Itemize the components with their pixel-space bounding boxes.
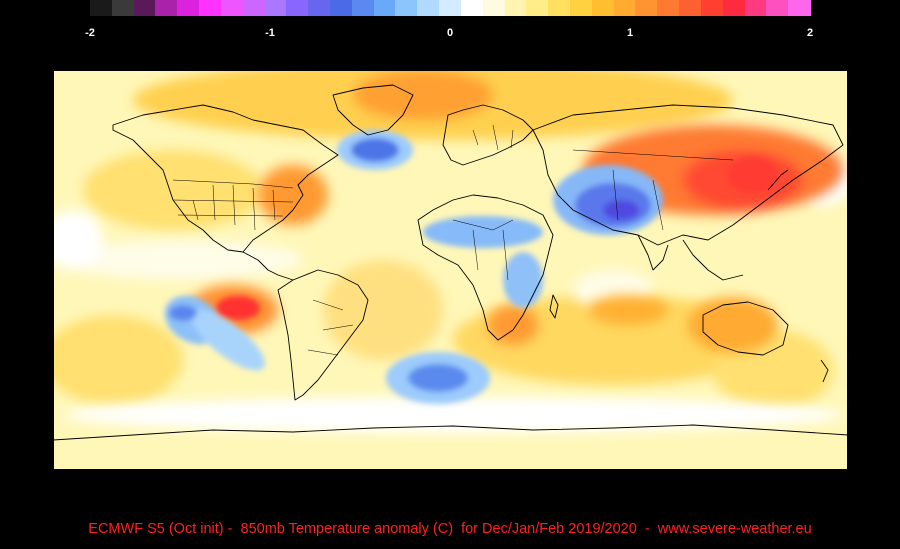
colorbar-tick-zero: 0	[446, 27, 454, 39]
colorbar-segment	[90, 0, 113, 16]
coastline-antarctica	[53, 424, 848, 441]
coastline-north-america	[112, 104, 339, 253]
coastline-africa	[417, 194, 554, 341]
neutral-bands	[53, 155, 848, 433]
colorbar-segment	[264, 0, 287, 16]
colorbar-tick-min: -2	[85, 27, 95, 39]
map-caption: ECMWF S5 (Oct init) - 850mb Temperature …	[88, 521, 812, 537]
colorbar-segment	[526, 0, 549, 16]
colorbar-segment	[133, 0, 157, 16]
coastline-greenland	[332, 84, 414, 136]
colorbar-segment	[395, 0, 418, 16]
coastline-central-america	[242, 251, 294, 281]
colorbar-segment	[657, 0, 680, 16]
colorbar-segment	[548, 0, 571, 16]
anomaly-map	[53, 70, 848, 470]
colorbar-segment	[504, 0, 527, 16]
colorbar-tick-neg1: -1	[265, 27, 275, 39]
colorbar-segment	[199, 0, 222, 16]
anomaly-us-east-warm	[258, 165, 328, 225]
colorbar-segment	[417, 0, 440, 16]
colorbar-segment	[373, 0, 397, 16]
colorbar-segment	[308, 0, 331, 16]
map-frame	[53, 70, 848, 470]
coastline-india	[637, 234, 669, 271]
colorbar-segment	[439, 0, 462, 16]
colorbar-tick-max: 2	[806, 27, 814, 39]
color-scale-bar	[90, 0, 811, 16]
colorbar-segment	[679, 0, 702, 16]
colorbar-segment	[766, 0, 789, 16]
colorbar-segment	[220, 0, 244, 16]
colorbar-segment	[351, 0, 375, 16]
colorbar-segment	[613, 0, 637, 16]
anomaly-australia-warm	[688, 297, 778, 353]
coastline-asia	[532, 104, 844, 246]
coastlines	[53, 84, 848, 441]
colorbar-segment	[700, 0, 724, 16]
colorbar-segment	[460, 0, 484, 16]
coastline-australia	[702, 301, 789, 356]
coastline-south-america	[277, 269, 369, 401]
colorbar-segment	[242, 0, 266, 16]
coastline-japan	[767, 169, 789, 191]
colorbar-segment	[177, 0, 200, 16]
colorbar-segment	[722, 0, 746, 16]
colorbar-segment	[744, 0, 767, 16]
colorbar-segment	[330, 0, 353, 16]
colorbar-segment	[482, 0, 506, 16]
anomaly-greenland-warm	[353, 70, 493, 120]
colorbar-segment	[570, 0, 593, 16]
coastline-southeast-asia	[682, 239, 744, 281]
anomaly-sahel-cold	[423, 216, 543, 248]
colorbar-tick-pos1: 1	[626, 27, 634, 39]
political-borders	[172, 124, 734, 356]
coastline-new-zealand	[820, 359, 829, 383]
anomaly-east-africa-cold	[503, 252, 543, 308]
colorbar-segment	[111, 0, 135, 16]
colorbar-segment	[286, 0, 309, 16]
coastline-madagascar	[549, 294, 559, 319]
colorbar-segment	[788, 0, 811, 16]
anomaly-southern-africa-warm	[488, 305, 538, 345]
colorbar-segment	[155, 0, 178, 16]
colorbar-segment	[591, 0, 615, 16]
colorbar-segment	[635, 0, 658, 16]
coastline-europe	[442, 104, 534, 166]
